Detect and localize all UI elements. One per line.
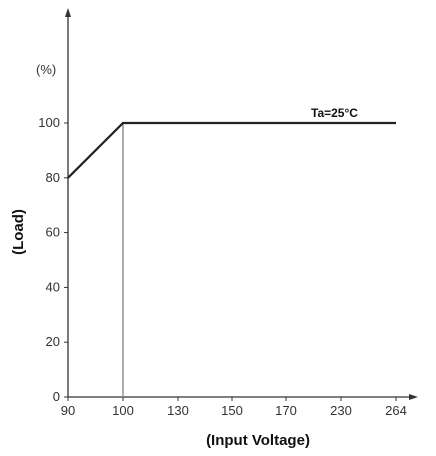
y-axis-arrow [65, 8, 71, 17]
x-axis-title: (Input Voltage) [206, 432, 310, 449]
x-tick-label: 130 [167, 403, 189, 418]
x-tick-label: 100 [112, 403, 134, 418]
x-tick-label: 170 [275, 403, 297, 418]
y-tick-label: 20 [46, 334, 60, 349]
labels: (%) Ta=25°C (Input Voltage) (Load) 0 20 40… [10, 62, 407, 449]
axes [64, 8, 418, 401]
series-line [67, 121, 396, 179]
x-tick-label: 90 [61, 403, 75, 418]
x-tick-label: 230 [330, 403, 352, 418]
y-tick-label: 40 [46, 279, 60, 294]
x-tick-label: 264 [385, 403, 407, 418]
x-axis-arrow [409, 394, 418, 400]
y-tick-label: 100 [38, 115, 60, 130]
y-unit-label: (%) [36, 62, 56, 77]
annotation-label: Ta=25°C [311, 106, 358, 120]
y-tick-label: 0 [53, 389, 60, 404]
x-tick-label: 150 [221, 403, 243, 418]
y-tick-label: 60 [46, 225, 60, 240]
y-tick-label: 80 [46, 170, 60, 185]
plot-marks [67, 121, 397, 397]
y-axis-title: (Load) [10, 209, 27, 255]
